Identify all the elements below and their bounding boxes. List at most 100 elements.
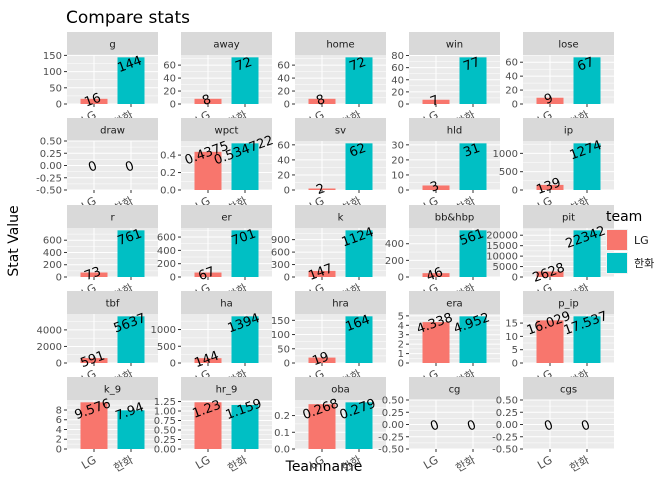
y-tick-label: 60 bbox=[277, 61, 290, 72]
bar-k-lg bbox=[308, 270, 336, 277]
y-tick-label: 400 bbox=[43, 248, 62, 259]
y-tick-label: 900 bbox=[271, 235, 290, 246]
y-tick-label: 0.00 bbox=[382, 420, 404, 431]
strip-er bbox=[181, 205, 272, 228]
bar-home-hanwha bbox=[345, 57, 373, 104]
y-tick-label: 1 bbox=[398, 349, 404, 360]
strip-label-p-ip: p_ip bbox=[558, 299, 578, 310]
bar-bb-hbp-lg bbox=[422, 273, 450, 277]
panel-ip: ip050010001391274LG한화 bbox=[493, 118, 614, 216]
strip-label-win: win bbox=[446, 40, 463, 51]
y-tick-label: 0 bbox=[284, 273, 290, 284]
y-tick-label: 0.00 bbox=[154, 445, 176, 456]
strip-sv bbox=[295, 118, 386, 141]
strip-label-lose: lose bbox=[558, 40, 578, 51]
strip-draw bbox=[67, 118, 158, 141]
y-tick-label: 0.4 bbox=[160, 151, 176, 162]
data-label: 31 bbox=[461, 141, 482, 161]
legend: team LG 한화 bbox=[606, 209, 654, 274]
panel-sv: sv0204060262LG한화 bbox=[277, 118, 386, 216]
bar-lose-hanwha bbox=[573, 57, 601, 104]
y-tick-label: 0.00 bbox=[40, 161, 62, 172]
y-tick-label: 0 bbox=[56, 445, 62, 456]
panel-er: er020040060067701LG한화 bbox=[157, 205, 272, 303]
bar-wpct-lg bbox=[194, 151, 222, 190]
strip-pit bbox=[523, 205, 614, 228]
y-tick-label: 0.50 bbox=[382, 396, 404, 407]
legend-key-swatch bbox=[607, 253, 627, 273]
y-tick-label: 40 bbox=[277, 74, 290, 85]
y-tick-label: 600 bbox=[43, 236, 62, 247]
bar-r-lg bbox=[80, 272, 108, 277]
x-tick-label: LG bbox=[535, 453, 554, 472]
y-tick-label: 5 bbox=[398, 311, 404, 322]
strip-label-hld: hld bbox=[447, 126, 462, 137]
y-tick-label: 10000 bbox=[486, 252, 518, 263]
strip-r bbox=[67, 205, 158, 228]
bar-tbf-lg bbox=[80, 358, 108, 363]
strip-cgs bbox=[523, 377, 614, 400]
y-tick-label: 1000 bbox=[493, 149, 518, 160]
strip-home bbox=[295, 32, 386, 55]
legend-keys: LG 한화 bbox=[606, 229, 654, 274]
y-tick-label: 6 bbox=[56, 415, 62, 426]
y-tick-label: 2000 bbox=[37, 342, 62, 353]
strip-label-hra: hra bbox=[332, 299, 349, 310]
strip-label-ha: ha bbox=[220, 299, 232, 310]
strip-win bbox=[409, 32, 500, 55]
panel-pit: pit05000100001500020000262822342LG한화 bbox=[486, 205, 614, 303]
y-tick-label: 0 bbox=[512, 186, 518, 197]
bar-k-9-hanwha bbox=[117, 410, 145, 449]
bar-away-hanwha bbox=[231, 57, 259, 104]
y-tick-label: 100 bbox=[271, 330, 290, 341]
y-tick-label: 500 bbox=[157, 342, 176, 353]
strip-label-er: er bbox=[221, 213, 232, 224]
panel-r: r020040060073761LG한화 bbox=[43, 205, 158, 303]
strip-g bbox=[67, 32, 158, 55]
strip-label-home: home bbox=[326, 40, 354, 51]
y-tick-label: 50 bbox=[49, 83, 62, 94]
bar-g-lg bbox=[80, 98, 108, 104]
strip-label-k-9: k_9 bbox=[104, 385, 121, 396]
y-tick-label: 1.00 bbox=[154, 407, 176, 418]
panel-lose: lose0204060967LG한화 bbox=[505, 32, 614, 130]
y-tick-label: 20 bbox=[391, 155, 404, 166]
strip-hld bbox=[409, 118, 500, 141]
y-tick-label: 0 bbox=[512, 100, 518, 111]
y-tick-label: 150 bbox=[43, 51, 62, 62]
bar-tbf-hanwha bbox=[117, 316, 145, 363]
y-tick-label: 50 bbox=[277, 344, 290, 355]
y-tick-label: 0.50 bbox=[40, 137, 62, 148]
bar-hra-hanwha bbox=[345, 316, 373, 363]
y-tick-label: 60 bbox=[163, 61, 176, 72]
bar-ip-hanwha bbox=[573, 143, 601, 190]
y-tick-label: 20 bbox=[277, 87, 290, 98]
y-tick-label: 40 bbox=[505, 72, 518, 83]
y-tick-label: 0 bbox=[398, 273, 404, 284]
strip-k-9 bbox=[67, 377, 158, 400]
strip-ha bbox=[181, 291, 272, 314]
strip-oba bbox=[295, 377, 386, 400]
y-tick-label: 80 bbox=[391, 51, 404, 62]
strip-label-away: away bbox=[213, 40, 239, 51]
y-tick-label: 0 bbox=[398, 359, 404, 370]
strip-cg bbox=[409, 377, 500, 400]
y-tick-label: 0.50 bbox=[496, 396, 518, 407]
bar-r-hanwha bbox=[117, 230, 145, 277]
legend-entry-label: LG bbox=[634, 234, 649, 247]
bar-ip-lg bbox=[536, 184, 564, 190]
y-tick-label: 200 bbox=[43, 260, 62, 271]
bar-hld-hanwha bbox=[459, 143, 487, 190]
y-tick-label: 400 bbox=[157, 246, 176, 257]
strip-label-cgs: cgs bbox=[560, 385, 577, 396]
y-tick-label: 60 bbox=[505, 58, 518, 69]
data-label: 77 bbox=[461, 55, 482, 75]
y-tick-label: 4000 bbox=[37, 325, 62, 336]
strip-era bbox=[409, 291, 500, 314]
strip-label-tbf: tbf bbox=[106, 299, 120, 310]
data-label: 46 bbox=[424, 265, 445, 285]
